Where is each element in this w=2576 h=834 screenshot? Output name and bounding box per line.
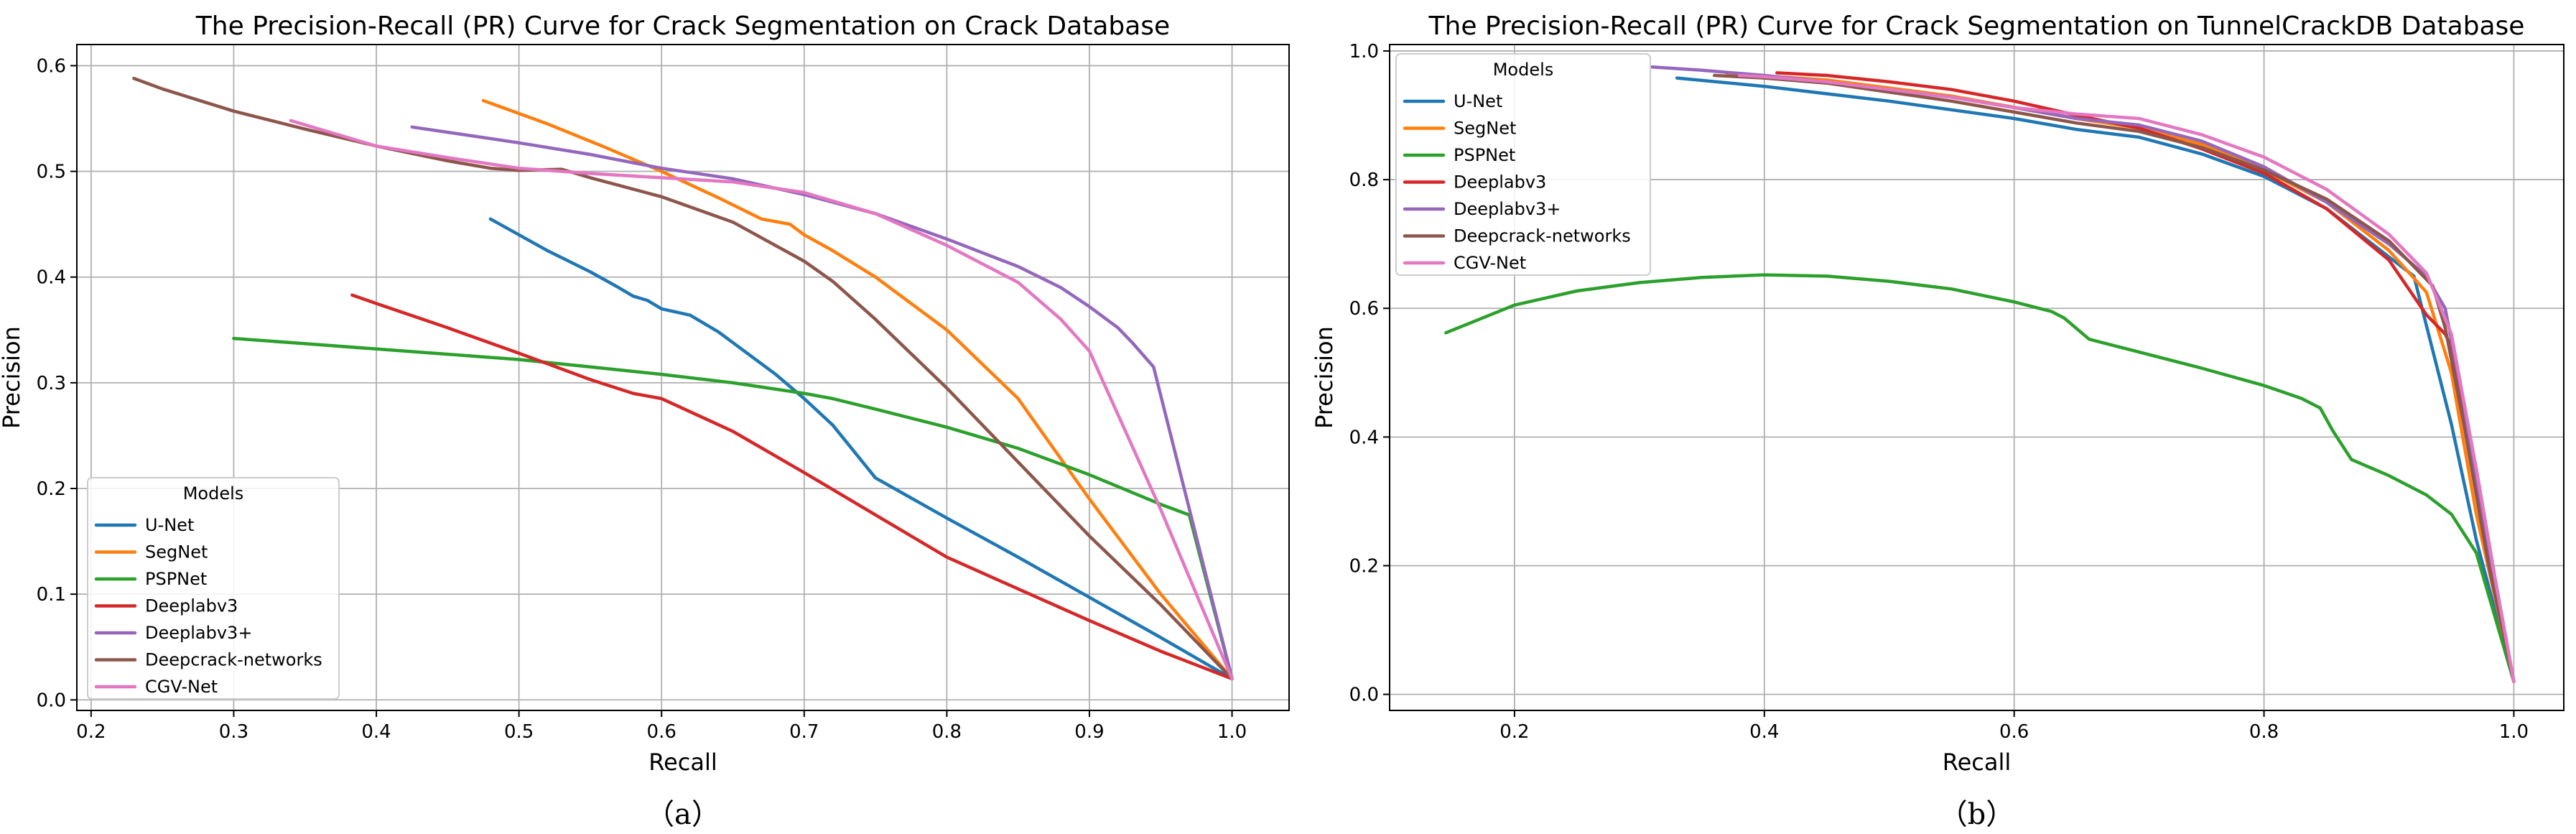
x-tick-label: 0.4 <box>361 721 391 743</box>
legend: Models U-Net SegNet PSPNet Deeplabv3 Deeplab… <box>1395 53 1651 276</box>
y-tick-label: 0.2 <box>1349 555 1379 577</box>
legend-box <box>1395 53 1651 276</box>
y-tick-label: 0.0 <box>1349 685 1379 706</box>
x-tick-label: 0.2 <box>1499 721 1529 743</box>
legend-label: U-Net <box>145 515 194 535</box>
ticks: 0.2 0.4 0.6 0.8 1.0 0.0 0.2 0.4 0.6 0.8 1.0 <box>1349 41 2529 743</box>
x-tick-label: 0.6 <box>1999 721 2029 743</box>
legend-label: Deepcrack-networks <box>145 650 322 670</box>
x-tick-label: 0.8 <box>2249 721 2279 743</box>
y-tick-label: 0.2 <box>37 478 66 500</box>
x-tick-label: 0.8 <box>932 721 962 743</box>
y-tick-label: 0.4 <box>37 267 66 289</box>
legend-label: Deeplabv3 <box>1454 172 1546 193</box>
x-tick-label: 0.7 <box>789 721 819 743</box>
legend-label: CGV-Net <box>1454 253 1526 273</box>
x-tick-label: 0.9 <box>1074 721 1104 743</box>
series-line-deeplabv3- <box>410 125 1234 681</box>
legend-label: Deeplabv3+ <box>145 623 252 643</box>
chart-title: The Precision-Recall (PR) Curve for Crac… <box>1428 11 2525 41</box>
y-tick-label: 0.8 <box>1349 170 1379 191</box>
series-line-pspnet <box>1444 273 2516 683</box>
legend: Models U-Net SegNet PSPNet Deeplabv3 Deeplab… <box>87 477 340 700</box>
panel-caption: （b） <box>1939 798 2015 831</box>
y-tick-label: 0.5 <box>37 162 66 183</box>
x-tick-label: 0.6 <box>647 721 676 743</box>
legend-title: Models <box>1493 60 1554 80</box>
legend-label: U-Net <box>1454 91 1502 111</box>
y-tick-label: 0.6 <box>1349 298 1379 320</box>
legend-label: SegNet <box>1454 119 1516 139</box>
legend-label: PSPNet <box>1454 145 1515 165</box>
legend-label: PSPNet <box>145 569 207 589</box>
chart-panel-tunnelcrackdb: 0.2 0.4 0.6 0.8 1.0 0.0 0.2 0.4 0.6 0.8 1.0 The Pr… <box>1311 11 2565 831</box>
legend-label: CGV-Net <box>145 677 218 697</box>
x-tick-label: 0.2 <box>76 721 106 743</box>
x-tick-label: 0.3 <box>219 721 248 743</box>
series-line-u-net <box>1675 76 2516 683</box>
series-line-deepcrack-networks <box>132 76 1234 681</box>
series-line-cgv-net <box>289 119 1234 681</box>
panel-caption: （a） <box>646 798 720 831</box>
ticks: 0.2 0.3 0.4 0.5 0.6 0.7 0.8 0.9 1.0 0.0 0.1 0.2 0.3 0… <box>37 55 1247 743</box>
legend-label: Deeplabv3 <box>145 596 238 616</box>
y-tick-label: 1.0 <box>1349 41 1379 62</box>
legend-label: SegNet <box>145 542 208 562</box>
y-tick-label: 0.0 <box>37 690 66 711</box>
y-axis-label: Precision <box>0 326 25 429</box>
series-line-cgv-net <box>1737 73 2516 683</box>
legend-label: Deeplabv3+ <box>1454 199 1561 219</box>
x-tick-label: 1.0 <box>2499 721 2529 743</box>
y-tick-label: 0.3 <box>37 373 66 394</box>
legend-box <box>87 477 340 700</box>
axes-frame <box>1389 44 2565 711</box>
series-group <box>132 76 1234 681</box>
y-tick-label: 0.1 <box>37 584 66 606</box>
series-group <box>1444 65 2516 683</box>
series-line-u-net <box>488 217 1234 681</box>
series-line-deepcrack-networks <box>1712 73 2516 683</box>
x-tick-label: 0.5 <box>504 721 534 743</box>
chart-title: The Precision-Recall (PR) Curve for Crac… <box>195 11 1170 41</box>
y-tick-label: 0.4 <box>1349 427 1379 448</box>
y-tick-label: 0.6 <box>37 55 66 77</box>
x-tick-label: 0.4 <box>1749 721 1779 743</box>
axes-frame <box>76 44 1290 711</box>
x-axis-label: Recall <box>648 749 717 776</box>
legend-title: Models <box>183 483 244 504</box>
chart-panel-crack: 0.2 0.3 0.4 0.5 0.6 0.7 0.8 0.9 1.0 0.0 0.1 0.2 0.3 0… <box>0 11 1290 831</box>
x-axis-label: Recall <box>1943 749 2011 776</box>
x-tick-label: 1.0 <box>1217 721 1247 743</box>
series-line-pspnet <box>232 336 1234 681</box>
legend-label: Deepcrack-networks <box>1454 226 1631 246</box>
y-axis-label: Precision <box>1311 326 1338 429</box>
series-line-deeplabv3 <box>350 293 1234 681</box>
